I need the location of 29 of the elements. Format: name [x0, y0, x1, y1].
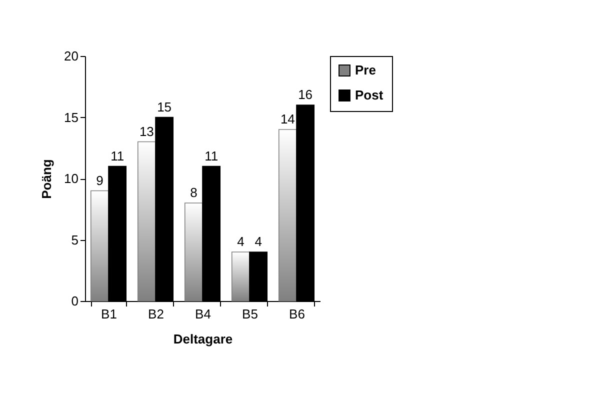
legend-label: Post: [355, 88, 384, 102]
x-tick-label: B2: [148, 306, 164, 322]
data-label: 16: [298, 87, 313, 102]
legend-label: Pre: [355, 62, 376, 78]
bar: [278, 129, 297, 302]
x-tick-label: B6: [289, 306, 305, 322]
x-tick-label: B4: [195, 306, 211, 322]
bar: [90, 190, 109, 302]
y-tick-label: 20: [64, 48, 78, 64]
y-tick-label: 10: [64, 171, 78, 186]
y-tick-label: 15: [64, 110, 78, 125]
data-label: 4: [254, 234, 262, 249]
x-axis-title: Deltagare: [173, 332, 233, 346]
data-label: 9: [96, 172, 104, 188]
data-label: 13: [139, 124, 154, 139]
x-tick-label: B1: [101, 306, 117, 322]
data-label: 14: [280, 112, 295, 126]
data-label: 11: [204, 148, 218, 164]
bar: [231, 252, 250, 302]
bar: [184, 202, 203, 302]
data-label: 8: [190, 185, 198, 200]
data-label: 4: [237, 234, 244, 249]
data-label: 11: [110, 148, 124, 164]
bar: [137, 141, 156, 302]
y-axis-title: Poäng: [39, 159, 54, 199]
y-tick-label: 0: [71, 294, 78, 308]
x-tick-label: B5: [242, 306, 258, 322]
data-label: 15: [157, 99, 172, 114]
y-tick-label: 5: [71, 232, 78, 248]
